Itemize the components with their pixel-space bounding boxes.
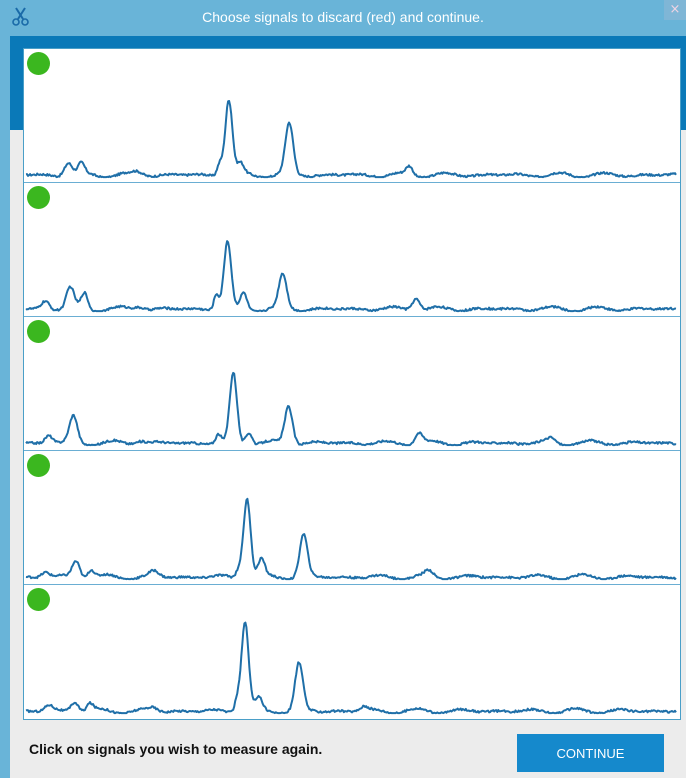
- signal-waveform-1: [25, 100, 677, 179]
- signals-list: [23, 48, 681, 720]
- window-title: Choose signals to discard (red) and cont…: [202, 9, 484, 25]
- instruction-text: Click on signals you wish to measure aga…: [29, 741, 323, 757]
- signal-status-indicator-5: [27, 588, 50, 611]
- window-content: Click on signals you wish to measure aga…: [10, 36, 686, 778]
- scissors-icon: [10, 5, 32, 27]
- signal-waveform-5: [25, 621, 677, 715]
- footer-bar: Click on signals you wish to measure aga…: [10, 720, 686, 778]
- signal-status-indicator-3: [27, 320, 50, 343]
- signal-status-indicator-4: [27, 454, 50, 477]
- signal-panel-2[interactable]: [24, 183, 680, 317]
- signal-panel-3[interactable]: [24, 317, 680, 451]
- signal-status-indicator-1: [27, 52, 50, 75]
- signal-waveform-4: [25, 497, 677, 581]
- close-icon: ×: [669, 2, 681, 17]
- title-bar: Choose signals to discard (red) and cont…: [0, 0, 686, 36]
- signal-panel-4[interactable]: [24, 451, 680, 585]
- signal-panel-1[interactable]: [24, 49, 680, 183]
- close-button[interactable]: ×: [664, 0, 686, 20]
- signal-status-indicator-2: [27, 186, 50, 209]
- signal-waveform-3: [25, 371, 677, 447]
- signal-waveform-2: [25, 240, 677, 313]
- continue-button[interactable]: CONTINUE: [517, 734, 664, 772]
- signal-panel-5[interactable]: [24, 585, 680, 719]
